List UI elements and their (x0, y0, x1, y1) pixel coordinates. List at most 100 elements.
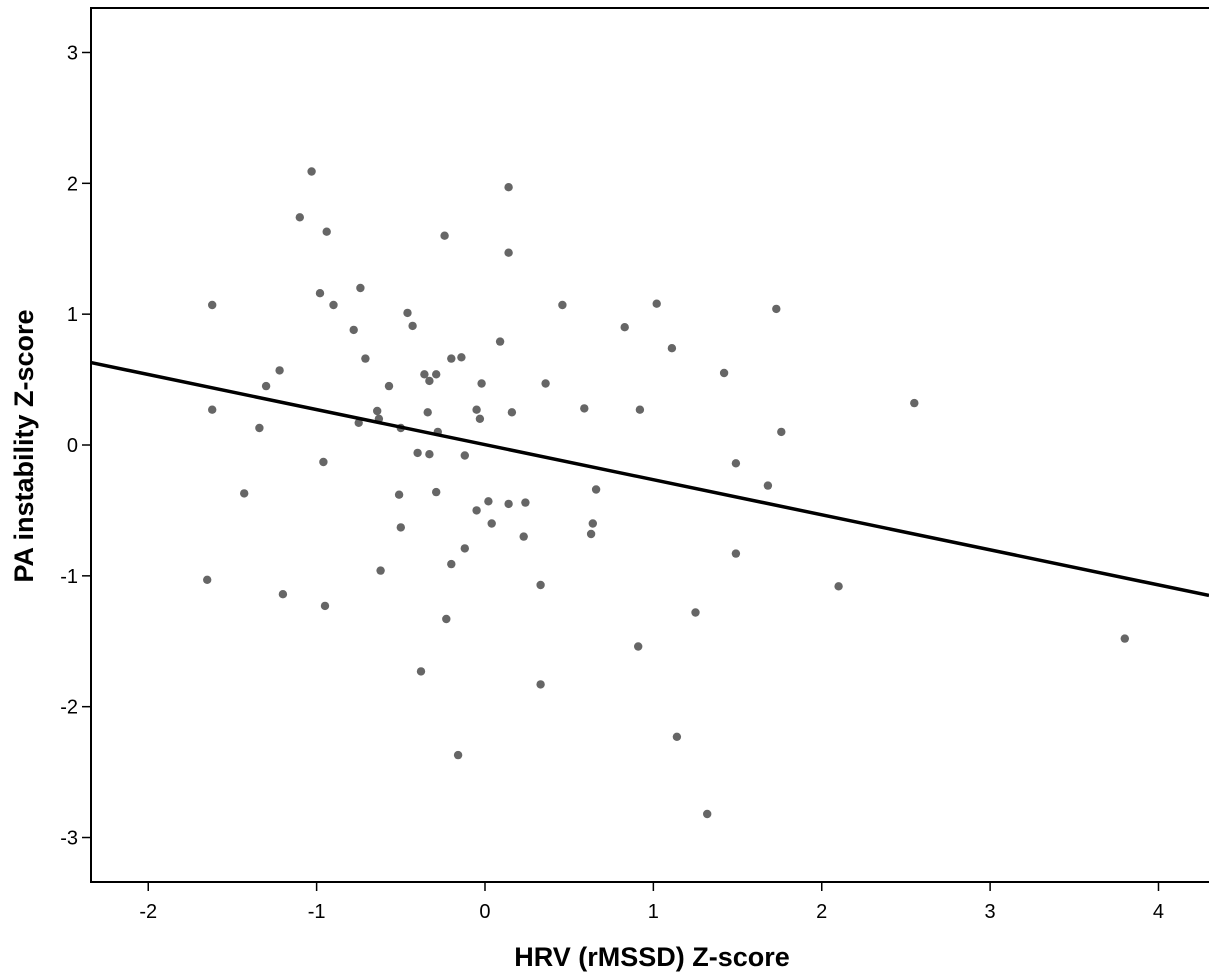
data-point (772, 304, 781, 314)
data-point (349, 325, 358, 335)
data-point (588, 519, 597, 528)
data-point (484, 497, 493, 506)
data-point (536, 680, 545, 689)
data-point (423, 408, 432, 417)
data-point (403, 308, 412, 318)
data-point (460, 451, 469, 460)
y-tick-label: -1 (60, 566, 78, 588)
data-point (315, 289, 325, 298)
y-axis-title: PA instability Z-score (9, 309, 39, 582)
data-point (440, 231, 449, 240)
data-point (472, 506, 481, 515)
data-point (672, 732, 682, 741)
data-point (373, 406, 382, 416)
data-point (384, 381, 394, 391)
x-tick-label: 0 (479, 901, 490, 923)
data-point (910, 398, 919, 408)
data-point (477, 379, 486, 388)
data-point (536, 580, 545, 590)
data-point (635, 405, 645, 414)
data-point (425, 376, 434, 386)
data-point (620, 323, 629, 332)
data-point (255, 423, 264, 433)
data-point (457, 353, 466, 362)
fit-line-group (90, 360, 1209, 598)
data-point (442, 614, 451, 624)
data-point (731, 549, 741, 558)
y-tick-label: 1 (67, 304, 78, 326)
plot-border (90, 7, 1209, 883)
data-point (376, 566, 385, 575)
x-axis-ticks: -2 -1 0 1 2 3 4 (139, 882, 1164, 923)
data-point (487, 519, 496, 528)
x-tick-label: 1 (648, 901, 659, 923)
x-tick-label: -1 (308, 901, 326, 923)
data-point (495, 337, 505, 346)
y-tick-label: 3 (67, 42, 78, 64)
data-point (504, 248, 513, 257)
plot-frame (90, 7, 1209, 883)
x-axis-title: HRV (rMSSD) Z-score (514, 942, 790, 972)
data-point (278, 590, 288, 599)
data-point (432, 487, 441, 497)
data-point (295, 213, 304, 222)
data-point (777, 427, 786, 437)
data-point (834, 582, 843, 591)
fit-line (90, 360, 1209, 598)
data-point (521, 498, 530, 507)
y-tick-label: 2 (67, 173, 78, 195)
data-point (319, 457, 328, 467)
data-point (472, 405, 481, 414)
data-point (586, 529, 596, 539)
data-point (460, 544, 469, 553)
data-point (208, 300, 217, 310)
data-point (447, 559, 456, 569)
y-axis-ticks: 3 2 1 0 -1 -2 -3 (60, 42, 91, 850)
data-point (447, 354, 456, 363)
data-point (541, 379, 550, 388)
data-point (703, 809, 712, 819)
data-point (329, 300, 338, 310)
data-point (634, 642, 643, 651)
data-point (504, 183, 513, 192)
data-point (475, 414, 485, 423)
data-point (394, 490, 404, 499)
y-tick-label: -3 (60, 828, 78, 850)
data-point (507, 408, 517, 417)
data-point (453, 750, 463, 760)
data-point (361, 354, 370, 363)
data-point (425, 450, 434, 459)
data-point (320, 601, 330, 611)
data-point (413, 448, 422, 458)
data-point (408, 321, 417, 331)
data-point (322, 227, 331, 236)
data-point (580, 404, 589, 413)
data-point (416, 667, 426, 676)
data-point (275, 366, 284, 375)
data-point (504, 499, 513, 509)
x-tick-label: 3 (985, 901, 996, 923)
x-tick-label: -2 (139, 901, 157, 923)
data-point (307, 167, 316, 176)
data-point (652, 299, 661, 308)
data-point (396, 523, 405, 532)
data-point (691, 608, 700, 617)
data-point (354, 418, 363, 427)
data-point (356, 283, 365, 293)
data-point (1120, 634, 1130, 643)
data-point (591, 485, 601, 494)
data-point (558, 300, 567, 310)
y-tick-label: 0 (67, 435, 78, 457)
data-point (240, 489, 249, 498)
data-point (203, 575, 212, 584)
data-point (519, 532, 528, 541)
data-point (208, 405, 217, 414)
data-points (203, 167, 1130, 819)
data-point (420, 370, 429, 379)
x-tick-label: 2 (816, 901, 827, 923)
data-point (763, 481, 773, 490)
x-tick-label: 4 (1153, 901, 1164, 923)
data-point (432, 370, 441, 379)
data-point (719, 368, 729, 378)
data-point (261, 381, 271, 391)
